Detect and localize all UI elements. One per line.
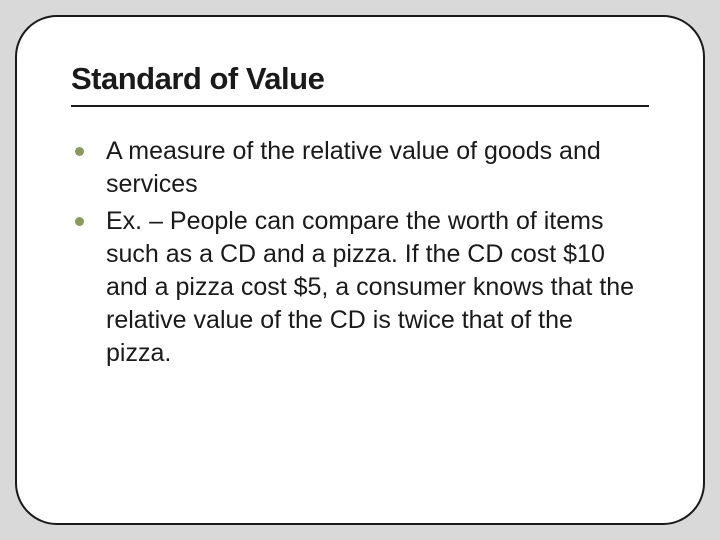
bullet-item: A measure of the relative value of goods… [75, 135, 639, 201]
bullet-marker-icon [75, 217, 84, 226]
slide-frame: Standard of Value A measure of the relat… [15, 15, 705, 525]
bullet-text: A measure of the relative value of goods… [106, 135, 639, 201]
slide-title: Standard of Value [71, 61, 649, 103]
title-underline [71, 105, 649, 107]
bullet-marker-icon [75, 147, 84, 156]
slide-content: A measure of the relative value of goods… [71, 135, 649, 370]
bullet-text: Ex. – People can compare the worth of it… [106, 205, 639, 370]
title-block: Standard of Value [71, 61, 649, 107]
bullet-item: Ex. – People can compare the worth of it… [75, 205, 639, 370]
